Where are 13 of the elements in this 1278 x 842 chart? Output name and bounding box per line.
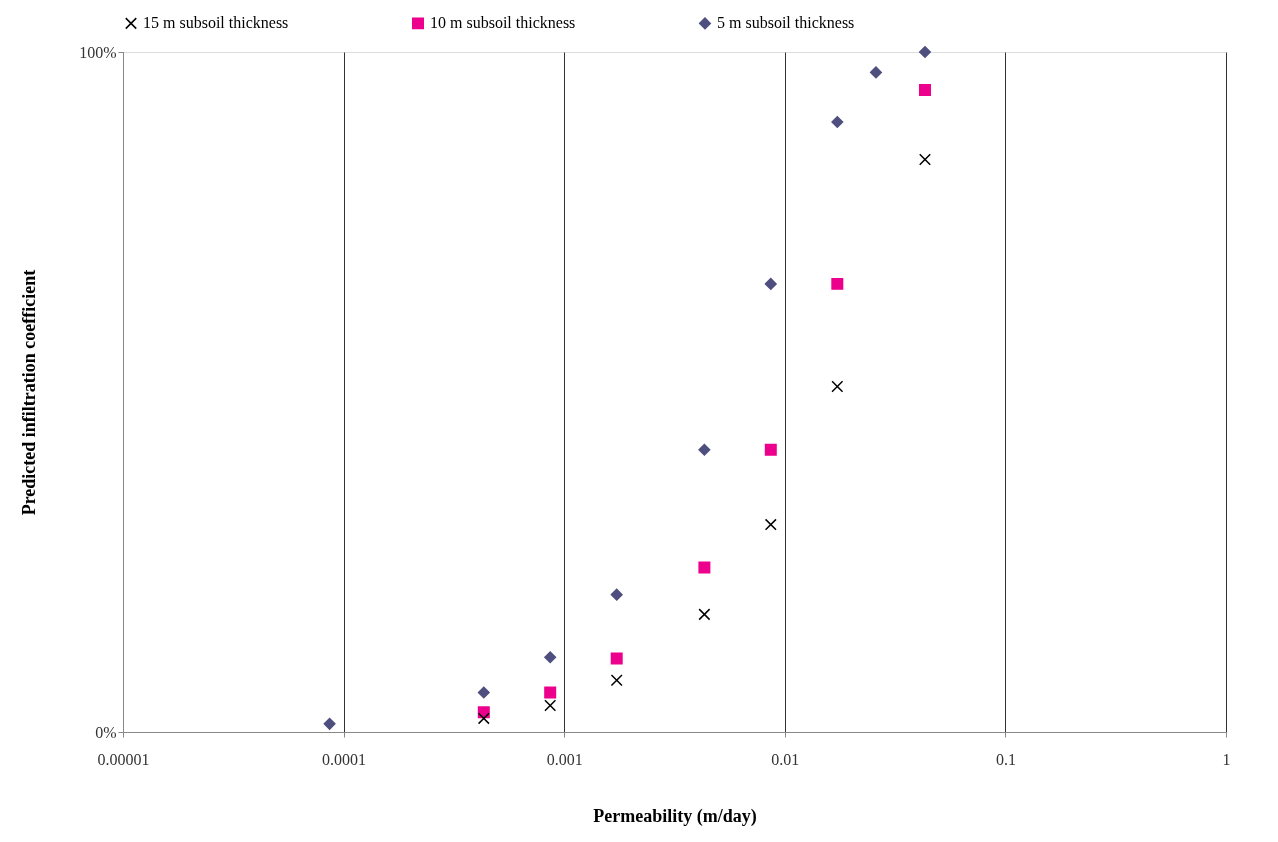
- y-tick-label: 100%: [79, 43, 117, 61]
- legend-label: 10 m subsoil thickness: [430, 14, 576, 32]
- y-tick-label: 0%: [95, 723, 117, 741]
- legend-label: 15 m subsoil thickness: [143, 14, 289, 32]
- x-tick-label: 0.001: [546, 750, 583, 768]
- x-tick-label: 1: [1222, 750, 1231, 768]
- legend-label: 5 m subsoil thickness: [717, 14, 855, 32]
- y-axis-title: Predicted infiltration coefficient: [19, 269, 40, 516]
- x-tick-label: 0.1: [995, 750, 1016, 768]
- x-tick-label: 0.01: [771, 750, 800, 768]
- x-axis-title: Permeability (m/day): [593, 805, 757, 827]
- x-tick-label: 0.0001: [322, 750, 367, 768]
- x-tick-label: 0.00001: [97, 750, 150, 768]
